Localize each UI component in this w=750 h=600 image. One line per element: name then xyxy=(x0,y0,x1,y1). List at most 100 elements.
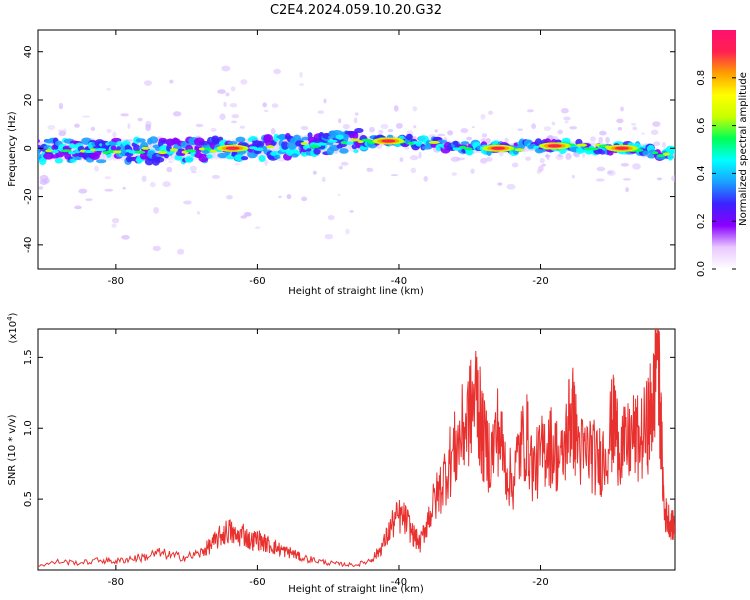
heatmap-speckle xyxy=(149,181,156,188)
heatmap-speckle xyxy=(120,113,129,117)
heatmap-speckle xyxy=(300,125,309,131)
heatmap-cell xyxy=(68,151,76,155)
heatmap-speckle xyxy=(625,187,629,193)
heatmap-speckle xyxy=(390,174,399,177)
heatmap-speckle xyxy=(504,137,509,143)
heatmap-speckle xyxy=(369,126,375,133)
heatmap-speckle xyxy=(230,120,238,124)
heatmap-cell xyxy=(327,139,338,143)
heatmap-cell xyxy=(575,143,588,147)
heatmap-speckle xyxy=(631,122,637,126)
heatmap-cell xyxy=(148,136,159,144)
heatmap-speckle xyxy=(324,233,334,240)
colorbar-gradient xyxy=(712,30,736,269)
heatmap-speckle xyxy=(387,128,394,133)
heatmap-speckle xyxy=(234,163,240,166)
heatmap-cell xyxy=(144,157,154,166)
heatmap-speckle xyxy=(466,136,472,141)
heatmap-speckle xyxy=(607,170,613,174)
heatmap-cell xyxy=(240,156,249,161)
heatmap-speckle xyxy=(327,215,335,221)
heatmap-cell xyxy=(141,146,150,150)
heatmap-speckle xyxy=(617,126,623,131)
heatmap-speckle xyxy=(106,128,112,133)
heatmap-speckle xyxy=(485,156,493,162)
heatmap-cell xyxy=(174,154,183,161)
heatmap-cell xyxy=(339,148,349,154)
heatmap-speckle xyxy=(226,195,233,200)
heatmap-cell xyxy=(286,141,298,150)
heatmap-speckle xyxy=(196,211,200,215)
heatmap-speckle xyxy=(413,125,417,129)
heatmap-speckle xyxy=(239,125,245,129)
heatmap-speckle xyxy=(378,129,384,135)
heatmap-speckle xyxy=(321,176,326,183)
heatmap-speckle xyxy=(652,121,661,127)
heatmap-cell xyxy=(110,145,117,151)
colorbar-ticks: 0.0 0.2 0.4 0.6 0.8 xyxy=(696,70,736,277)
heatmap-speckle xyxy=(229,103,238,108)
heatmap-speckle xyxy=(451,172,457,176)
heatmap-speckle xyxy=(557,153,563,158)
heatmap-speckle xyxy=(58,130,67,137)
y-tick-label: 20 xyxy=(23,94,34,107)
heatmap-speckle xyxy=(434,129,438,133)
heatmap-speckle xyxy=(616,118,624,124)
heatmap-hotspot xyxy=(491,146,506,150)
heatmap-hotspot xyxy=(225,146,240,150)
heatmap-speckle xyxy=(526,109,534,113)
heatmap-speckle xyxy=(263,109,269,112)
heatmap-speckle xyxy=(471,126,475,129)
multiplier-prefix: (x10 xyxy=(8,321,19,344)
heatmap-speckle xyxy=(488,110,494,115)
heatmap-speckle xyxy=(85,198,93,201)
heatmap-speckle xyxy=(551,121,556,126)
heatmap-speckle xyxy=(162,181,171,188)
heatmap-cell xyxy=(96,159,107,164)
heatmap-cell xyxy=(662,152,671,156)
y-tick-label: 40 xyxy=(23,45,34,58)
heatmap-cell xyxy=(263,133,274,143)
heatmap-speckle xyxy=(301,196,308,202)
heatmap-cell xyxy=(204,147,212,151)
heatmap-speckle xyxy=(380,123,389,130)
heatmap-speckle xyxy=(393,105,399,112)
heatmap-speckle xyxy=(221,65,231,72)
heatmap-speckle xyxy=(571,174,575,179)
colorbar-tick-label: 0.8 xyxy=(696,70,707,86)
heatmap-speckle xyxy=(38,186,44,190)
heatmap-cell xyxy=(405,133,413,141)
heatmap-speckle xyxy=(656,177,663,181)
heatmap-speckle xyxy=(517,128,524,132)
heatmap-cell xyxy=(113,150,122,154)
heatmap-cell xyxy=(425,140,432,146)
heatmap-speckle xyxy=(262,102,267,108)
heatmap-cell xyxy=(157,151,168,155)
heatmap-speckle xyxy=(104,176,111,180)
heatmap-speckle xyxy=(122,186,126,190)
heatmap-cell xyxy=(172,137,179,144)
heatmap-cell xyxy=(428,140,440,144)
colorbar: 0.0 0.2 0.4 0.6 0.8 Normalized spectral ampl… xyxy=(696,30,749,277)
x-tick-label: -60 xyxy=(249,276,265,287)
heatmap-speckle xyxy=(423,176,429,182)
heatmap-speckle xyxy=(354,112,359,116)
heatmap-speckle xyxy=(538,165,544,172)
heatmap-hotspot xyxy=(381,139,396,143)
heatmap-speckle xyxy=(172,111,182,117)
heatmap-speckle xyxy=(480,113,486,120)
heatmap-cell xyxy=(153,156,165,163)
heatmap-speckle xyxy=(210,127,217,132)
colorbar-tick-label: 0.2 xyxy=(696,213,707,229)
heatmap-speckle xyxy=(447,130,454,136)
heatmap-speckle xyxy=(560,107,569,114)
heatmap-cell xyxy=(460,141,470,145)
heatmap-cell xyxy=(133,144,141,152)
heatmap-cell xyxy=(300,150,309,157)
heatmap-speckle xyxy=(273,68,282,75)
heatmap-cell xyxy=(463,147,473,151)
snr-series-line xyxy=(38,329,675,568)
heatmap-speckle xyxy=(481,133,488,138)
heatmap-speckle xyxy=(211,174,221,179)
heatmap-cell xyxy=(206,154,213,159)
